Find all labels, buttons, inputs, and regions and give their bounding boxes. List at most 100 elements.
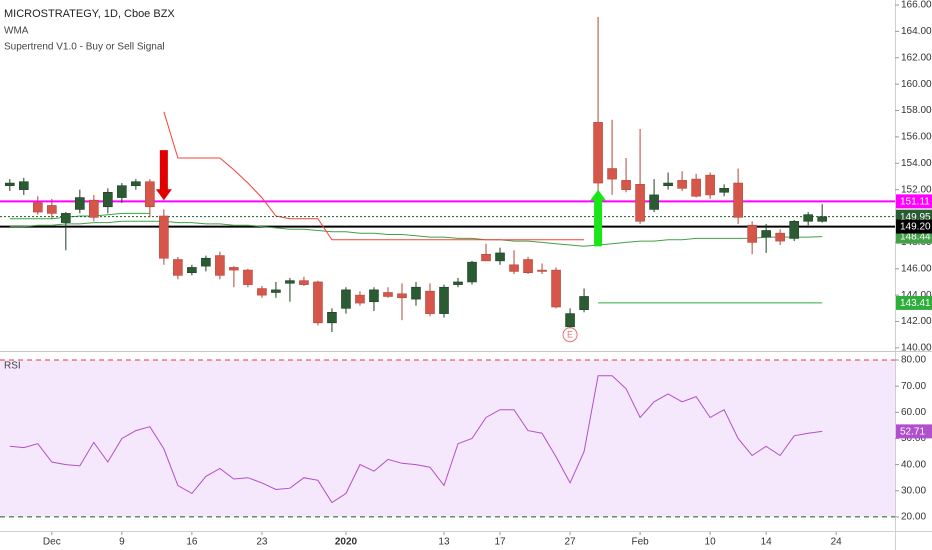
- candle-body: [593, 122, 603, 184]
- x-tick-label: 17: [494, 537, 506, 548]
- x-tick-label: 10: [705, 537, 717, 548]
- candle-body: [775, 232, 785, 242]
- candle-body: [201, 257, 211, 267]
- y-tick-label: 142.00: [901, 316, 932, 327]
- candle-body: [215, 255, 225, 276]
- candle-body: [313, 281, 323, 324]
- panel: 140.00142.00144.00146.00148.00150.00152.…: [0, 0, 932, 354]
- y-tick-label: 30.00: [901, 485, 926, 496]
- candle-body: [229, 267, 239, 271]
- y-tick-label: 164.00: [901, 26, 932, 37]
- candle-body: [271, 289, 281, 293]
- candle-body: [75, 197, 85, 210]
- candle-body: [705, 174, 715, 196]
- rsi-line: [9, 375, 823, 504]
- signal-arrow: [155, 150, 172, 201]
- y-tick-label: 146.00: [901, 263, 932, 274]
- x-tick-label: Dec: [43, 537, 61, 548]
- candle-body: [159, 215, 169, 259]
- price-label-box: [896, 219, 932, 234]
- earnings-marker: [562, 327, 578, 343]
- candle-body: [411, 286, 421, 300]
- price-label: 143.41: [900, 298, 931, 309]
- price-label-box: [896, 424, 932, 439]
- candle-body: [187, 267, 197, 274]
- y-tick-label: 60.00: [901, 407, 926, 418]
- candle-body: [369, 289, 379, 303]
- indicator-label: WMA: [4, 26, 29, 37]
- candle-body: [257, 288, 267, 296]
- candle-body: [19, 181, 29, 190]
- y-tick-label: 40.00: [901, 459, 926, 470]
- y-tick-label: 162.00: [901, 52, 932, 63]
- y-tick-label: 50.00: [901, 433, 926, 444]
- candle-body: [299, 280, 309, 285]
- candle-body: [677, 180, 687, 189]
- candle-body: [817, 216, 827, 222]
- candle-body: [103, 191, 113, 208]
- x-tick-label: 23: [256, 537, 268, 548]
- candle-body: [117, 185, 127, 198]
- x-tick-label: 24: [831, 537, 843, 548]
- candle-body: [61, 213, 71, 223]
- y-tick-label: 158.00: [901, 105, 932, 116]
- candle-body: [537, 269, 547, 272]
- candle-body: [551, 269, 561, 308]
- candle-body: [243, 269, 253, 285]
- y-tick-label: 144.00: [901, 290, 932, 301]
- y-tick-label: 154.00: [901, 158, 932, 169]
- candle-body: [565, 313, 575, 328]
- rsi-band-fill: [0, 360, 895, 517]
- candle-body: [607, 168, 617, 180]
- candle-body: [467, 261, 477, 283]
- x-tick-label: 16: [186, 537, 198, 548]
- y-tick-label: 80.00: [901, 355, 926, 366]
- indicator-label: Supertrend V1.0 - Buy or Sell Signal: [4, 42, 165, 53]
- price-label: 148.44: [900, 232, 931, 243]
- y-tick-label: 160.00: [901, 79, 932, 90]
- candle-body: [523, 259, 533, 274]
- indicator-line: [9, 212, 823, 304]
- candle-body: [285, 280, 295, 284]
- candle-body: [33, 202, 43, 213]
- candle-body: [803, 214, 813, 222]
- x-tick-label: 13: [438, 537, 450, 548]
- x-tick-label: 14: [761, 537, 773, 548]
- candle-body: [649, 194, 659, 210]
- candle-body: [341, 289, 351, 309]
- candle-body: [131, 181, 141, 186]
- x-tick-label: Feb: [631, 537, 649, 548]
- y-tick-label: 140.00: [901, 343, 932, 354]
- indicator-line: [163, 111, 585, 241]
- candle-body: [747, 224, 757, 243]
- candle-body: [691, 178, 701, 197]
- price-label: 52.71: [900, 427, 925, 438]
- candle-body: [5, 182, 15, 186]
- x-tick-label: 9: [119, 537, 125, 548]
- x-tick-label: 27: [564, 537, 576, 548]
- candle-body: [733, 182, 743, 218]
- panel: 20.00 30.00 40.00 50.00 60.00 70.00 80.00 52.71…: [0, 355, 932, 548]
- price-label-box: [896, 194, 932, 209]
- candle-body: [327, 311, 337, 324]
- candle-body: [173, 259, 183, 276]
- candle-body: [425, 290, 435, 314]
- price-label: 149.20: [900, 222, 931, 233]
- candle-body: [383, 292, 393, 297]
- candle-body: [89, 199, 99, 218]
- indicator-line: [9, 220, 823, 247]
- candle-body: [621, 180, 631, 190]
- y-tick-label: 20.00: [901, 512, 926, 523]
- candle-body: [579, 296, 589, 310]
- candle-body: [481, 253, 491, 262]
- chart-title: MICROSTRATEGY, 1D, Cboe BZX: [4, 8, 175, 20]
- signal-arrow: [590, 189, 607, 247]
- candle-body: [453, 281, 463, 285]
- candle-body: [509, 264, 519, 272]
- candle-body: [439, 286, 449, 314]
- candle-body: [145, 181, 155, 208]
- candle-body: [635, 184, 645, 222]
- candle-body: [719, 188, 729, 193]
